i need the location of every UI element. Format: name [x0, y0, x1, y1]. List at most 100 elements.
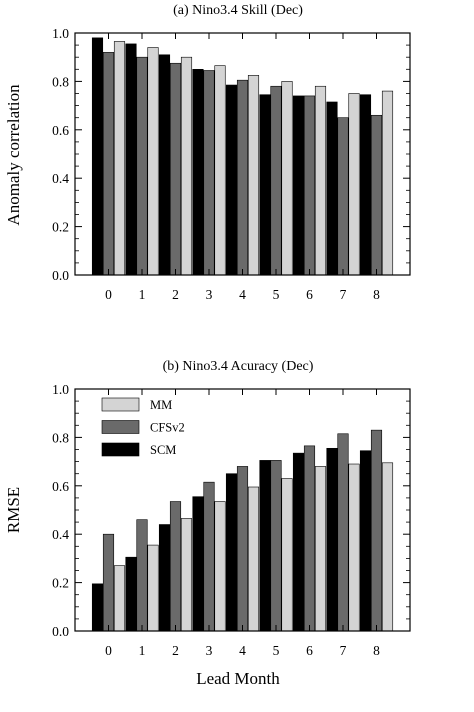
- panel-a-title: (a) Nino3.4 Skill (Dec): [173, 3, 303, 18]
- panel-b-xtick-label: 4: [239, 643, 246, 658]
- panel-b-xtick-label: 0: [105, 643, 112, 658]
- panel-b-bar-scm-1: [125, 556, 137, 632]
- panel-a-bar-cfsv2-8: [370, 114, 383, 276]
- panel-b-xtick-label: 8: [373, 643, 380, 658]
- panel-b-bar-mm-5: [281, 478, 293, 632]
- panel-b-axes: 0.0 0.2 0.4 0.6 0.8 1.0 0 1 2 3 4 5 6 7 8: [52, 382, 411, 658]
- legend-swatch-cfsv2: [101, 420, 140, 434]
- panel-b-bar-mm-7: [348, 463, 360, 632]
- panel-b-bar-cfsv2-6: [303, 445, 316, 632]
- panel-a-bar-mm-7: [348, 93, 360, 276]
- panel-b-bar-mm-3: [214, 501, 226, 632]
- panel-a-ytick-label: 0.2: [52, 220, 69, 235]
- panel-a-bar-scm-1: [125, 43, 137, 276]
- panel-a-bar-cfsv2-4: [236, 79, 249, 276]
- panel-b-xlabel: Lead Month: [196, 669, 280, 688]
- panel-a-bar-scm-2: [158, 54, 171, 276]
- legend-swatch-mm: [101, 397, 140, 412]
- panel-b-xtick-label: 5: [273, 643, 280, 658]
- panel-b-bar-scm-2: [158, 524, 171, 632]
- panel-b-bar-mm-1: [147, 544, 159, 632]
- panel-b-bar-cfsv2-5: [270, 460, 282, 632]
- panel-b-xtick-label: 2: [172, 643, 179, 658]
- panel-a-xtick-label: 0: [105, 287, 112, 302]
- panel-b-bars: [91, 429, 394, 632]
- panel-b-ytick-label: 0.0: [52, 624, 69, 639]
- panel-a-axes: 0.0 0.2 0.4 0.6 0.8 1.0 0 1 2 3 4 5 6 7 8: [52, 26, 411, 302]
- panel-a-bar-mm-3: [214, 65, 226, 276]
- panel-b-bar-mm-2: [180, 518, 193, 632]
- panel-b-bar-mm-6: [314, 466, 327, 632]
- panel-a-bars: [91, 37, 394, 276]
- panel-a-xtick-label: 7: [340, 287, 347, 302]
- panel-b-ytick-label: 0.2: [52, 576, 69, 591]
- panel-a-bar-scm-8: [359, 94, 372, 276]
- panel-b-bar-scm-0: [91, 583, 104, 632]
- panel-b-bar-scm-8: [359, 450, 372, 632]
- panel-a-bar-cfsv2-7: [337, 117, 349, 276]
- panel-b-legend: MM CFSv2 SCM: [101, 397, 185, 457]
- panel-b-ytick-label: 0.8: [52, 430, 69, 445]
- panel-b-bar-mm-0: [113, 565, 126, 632]
- panel-a-bar-cfsv2-2: [169, 62, 182, 276]
- panel-b-ytick-label: 0.6: [52, 479, 69, 494]
- panel-a-bar-cfsv2-0: [102, 52, 115, 276]
- panel-a-ylabel: Anomaly correlation: [4, 84, 23, 226]
- panel-a-xtick-label: 8: [373, 287, 380, 302]
- panel-b-bar-cfsv2-8: [370, 429, 383, 632]
- panel-a-xtick-label: 4: [239, 287, 246, 302]
- panel-b-ylabel: RMSE: [4, 487, 23, 533]
- panel-a-bar-mm-0: [113, 41, 126, 276]
- panel-a-bar-cfsv2-5: [270, 85, 282, 276]
- panel-b-bar-scm-7: [326, 447, 338, 632]
- panel-b-bar-cfsv2-1: [136, 519, 148, 632]
- panel-a-bar-mm-1: [147, 47, 159, 276]
- panel-b-ytick-label: 0.4: [52, 527, 69, 542]
- legend-label-scm: SCM: [150, 443, 176, 457]
- panel-b-bar-cfsv2-0: [102, 533, 115, 632]
- panel-b-bar-mm-4: [247, 486, 260, 632]
- panel-a-xtick-label: 1: [139, 287, 146, 302]
- panel-b-xtick-label: 6: [306, 643, 313, 658]
- panel-b-bar-scm-6: [292, 452, 305, 632]
- panel-a-ytick-label: 0.0: [52, 268, 69, 283]
- panel-a-xtick-label: 6: [306, 287, 313, 302]
- panel-b-xtick-label: 1: [139, 643, 146, 658]
- panel-a-bar-cfsv2-6: [303, 95, 316, 276]
- legend-swatch-scm: [101, 442, 140, 457]
- panel-a-bar-scm-5: [259, 94, 271, 276]
- legend-label-cfsv2: CFSv2: [150, 421, 185, 435]
- panel-b-bar-cfsv2-4: [236, 466, 249, 632]
- panel-a-xtick-label: 3: [206, 287, 213, 302]
- panel-a-bar-scm-3: [192, 69, 204, 276]
- panel-a-bar-mm-5: [281, 81, 293, 276]
- panel-b-title: (b) Nino3.4 Acuracy (Dec): [163, 359, 314, 374]
- panel-b-xtick-label: 3: [206, 643, 213, 658]
- panel-b-bar-scm-5: [259, 460, 271, 632]
- panel-a-bar-mm-6: [314, 85, 327, 276]
- panel-a-ytick-label: 0.4: [52, 171, 69, 186]
- panel-a-ytick-label: 0.6: [52, 123, 69, 138]
- panel-b-ytick-label: 1.0: [52, 382, 69, 397]
- panel-a-ytick-label: 1.0: [52, 26, 69, 41]
- panel-b-bar-cfsv2-7: [337, 433, 349, 632]
- panel-a-bar-scm-0: [91, 37, 104, 276]
- panel-a-bar-scm-6: [292, 95, 305, 276]
- panel-b-bar-cfsv2-2: [169, 501, 182, 632]
- panel-b-bar-cfsv2-3: [203, 481, 215, 632]
- legend-label-mm: MM: [150, 398, 172, 412]
- panel-b-accuracy: (b) Nino3.4 Acuracy (Dec) RMSE 0.0 0.2 0.4…: [4, 359, 411, 688]
- panel-a-bar-mm-4: [247, 75, 260, 276]
- panel-a-ytick-label: 0.8: [52, 74, 69, 89]
- panel-a-xtick-label: 5: [273, 287, 280, 302]
- panel-b-bar-scm-3: [192, 496, 204, 632]
- panel-b-bar-scm-4: [225, 473, 238, 632]
- panel-a-bar-mm-8: [381, 90, 394, 276]
- panel-a-bar-mm-2: [180, 56, 193, 276]
- panel-b-xtick-label: 7: [340, 643, 347, 658]
- panel-a-xtick-label: 2: [172, 287, 179, 302]
- panel-a-skill: (a) Nino3.4 Skill (Dec) Anomaly correlat…: [4, 3, 411, 302]
- panel-a-bar-scm-7: [326, 101, 338, 276]
- panel-a-bar-cfsv2-3: [203, 70, 215, 276]
